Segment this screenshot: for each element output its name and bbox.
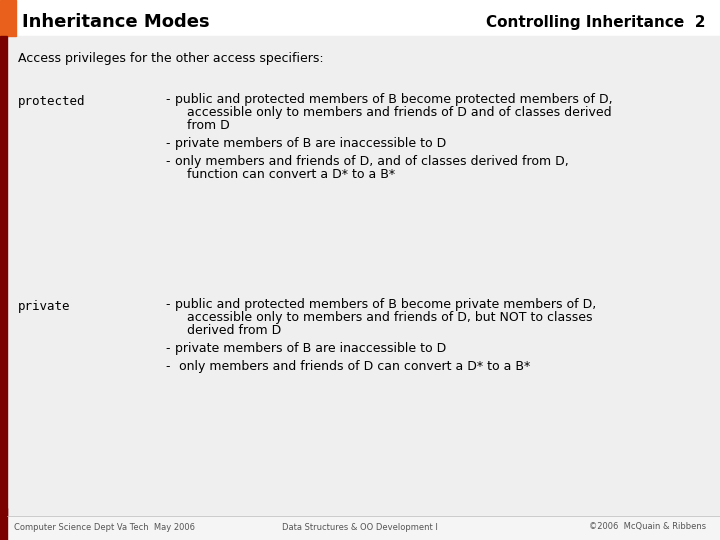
Text: Controlling Inheritance  2: Controlling Inheritance 2 [487, 15, 706, 30]
Text: accessible only to members and friends of D, but NOT to classes: accessible only to members and friends o… [187, 311, 593, 324]
Text: Data Structures & OO Development I: Data Structures & OO Development I [282, 523, 438, 531]
Text: only members and friends of D, and of classes derived from D,: only members and friends of D, and of cl… [175, 155, 569, 168]
Text: -: - [165, 93, 169, 106]
Text: private members of B are inaccessible to D: private members of B are inaccessible to… [175, 342, 446, 355]
Text: private members of B are inaccessible to D: private members of B are inaccessible to… [175, 137, 446, 150]
Text: ©2006  McQuain & Ribbens: ©2006 McQuain & Ribbens [589, 523, 706, 531]
Text: -: - [165, 360, 169, 373]
Bar [0, 0, 16, 36]
Text: private: private [18, 300, 71, 313]
Text: from D: from D [187, 119, 230, 132]
Text: accessible only to members and friends of D and of classes derived: accessible only to members and friends o… [187, 106, 611, 119]
Text: -: - [165, 137, 169, 150]
Text: Inheritance Modes: Inheritance Modes [22, 13, 210, 31]
Text: public and protected members of B become private members of D,: public and protected members of B become… [175, 298, 596, 311]
Bar [7, 36, 720, 516]
Text: derived from D: derived from D [187, 324, 282, 337]
Text: Computer Science Dept Va Tech  May 2006: Computer Science Dept Va Tech May 2006 [14, 523, 195, 531]
Text: -: - [165, 342, 169, 355]
Bar [0, 508, 7, 540]
Text: -: - [165, 298, 169, 311]
Bar [0, 516, 720, 540]
Text: function can convert a D* to a B*: function can convert a D* to a B* [187, 168, 395, 181]
Bar [0, 36, 7, 516]
Text: -: - [165, 155, 169, 168]
Text: protected: protected [18, 95, 86, 108]
Text: public and protected members of B become protected members of D,: public and protected members of B become… [175, 93, 613, 106]
Text: only members and friends of D can convert a D* to a B*: only members and friends of D can conver… [175, 360, 530, 373]
Text: Access privileges for the other access specifiers:: Access privileges for the other access s… [18, 52, 323, 65]
